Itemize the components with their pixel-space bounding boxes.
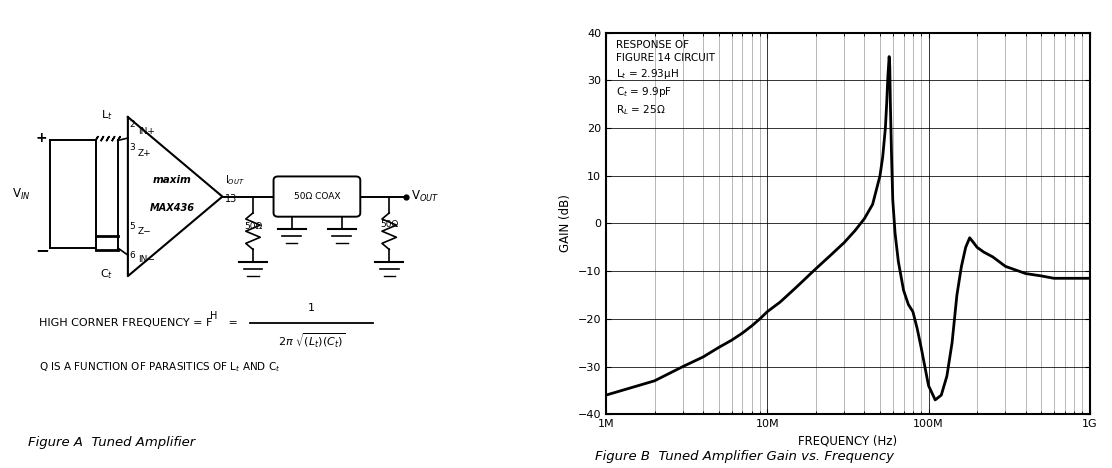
X-axis label: FREQUENCY (Hz): FREQUENCY (Hz) (798, 435, 897, 447)
Text: Z−: Z− (138, 227, 151, 236)
Y-axis label: GAIN (dB): GAIN (dB) (559, 195, 572, 252)
Text: 5: 5 (129, 222, 135, 232)
Text: HIGH CORNER FREQUENCY = F: HIGH CORNER FREQUENCY = F (39, 318, 212, 328)
Text: 50Ω: 50Ω (244, 222, 262, 232)
Text: 3: 3 (129, 143, 135, 152)
Text: IN+: IN+ (138, 126, 155, 136)
Text: C$_t$: C$_t$ (100, 267, 113, 281)
Text: V$_{OUT}$: V$_{OUT}$ (411, 189, 439, 204)
Text: I$_{OUT}$: I$_{OUT}$ (225, 173, 245, 187)
Text: 13: 13 (225, 194, 238, 204)
Text: Figure A  Tuned Amplifier: Figure A Tuned Amplifier (28, 436, 195, 449)
Text: =: = (225, 318, 238, 328)
FancyBboxPatch shape (274, 176, 360, 217)
Text: 2: 2 (129, 119, 135, 129)
Text: Figure B  Tuned Amplifier Gain vs. Frequency: Figure B Tuned Amplifier Gain vs. Freque… (595, 450, 894, 463)
Text: 1: 1 (308, 303, 315, 313)
Text: Q IS A FUNCTION OF PARASITICS OF L$_t$ AND C$_t$: Q IS A FUNCTION OF PARASITICS OF L$_t$ A… (39, 360, 280, 374)
Text: Z+: Z+ (138, 149, 151, 158)
Text: H: H (210, 311, 218, 321)
Text: maxim: maxim (153, 175, 191, 185)
Text: +: + (36, 131, 48, 145)
Text: L$_t$: L$_t$ (101, 108, 112, 122)
Text: −: − (34, 241, 49, 259)
Text: 2$\pi$ $\sqrt{(L_t)(C_t)}$: 2$\pi$ $\sqrt{(L_t)(C_t)}$ (278, 331, 345, 350)
Text: 50Ω COAX: 50Ω COAX (294, 192, 340, 201)
Text: V$_{IN}$: V$_{IN}$ (12, 187, 30, 202)
Text: 50Ω: 50Ω (380, 220, 398, 229)
Text: RESPONSE OF
FIGURE 14 CIRCUIT
L$_t$ = 2.93μH
C$_t$ = 9.9pF
R$_L$ = 25Ω: RESPONSE OF FIGURE 14 CIRCUIT L$_t$ = 2.… (616, 40, 715, 117)
Text: MAX436: MAX436 (150, 203, 195, 213)
Text: IN−: IN− (138, 255, 155, 264)
Text: 6: 6 (129, 250, 135, 260)
